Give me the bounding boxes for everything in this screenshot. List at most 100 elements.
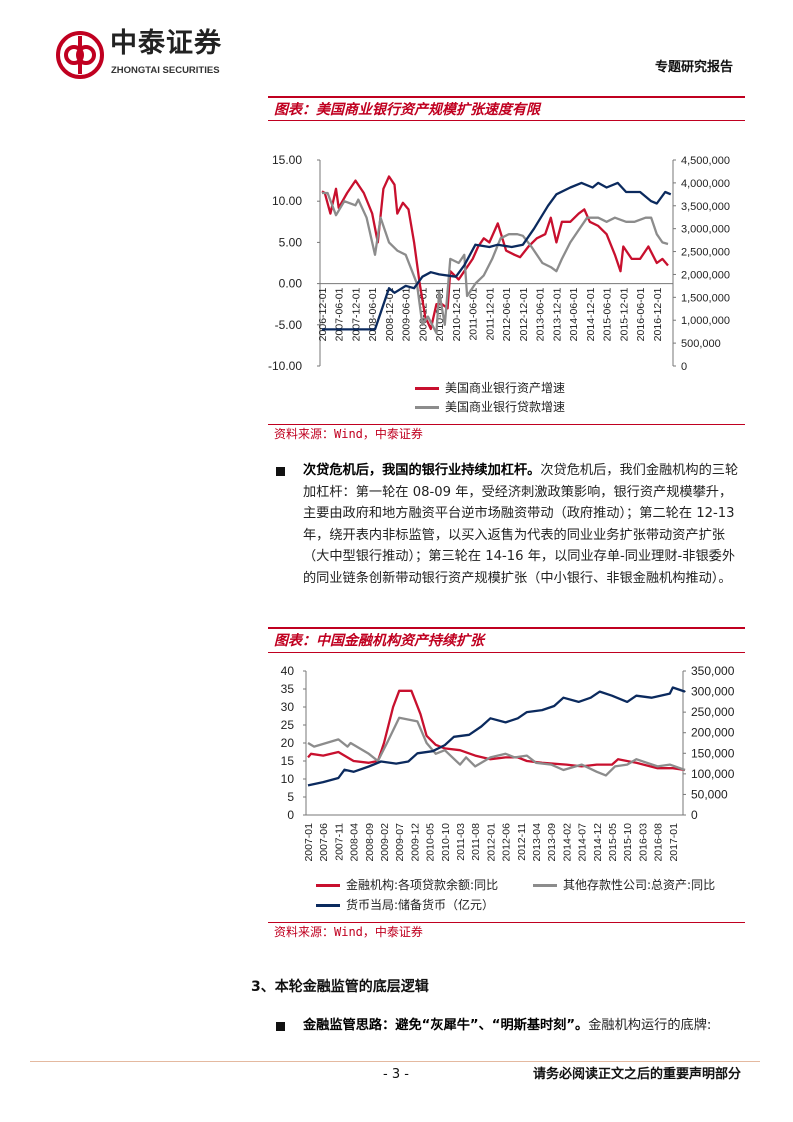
left-tick-label: 35 — [281, 682, 295, 696]
bullet-icon — [276, 467, 285, 476]
legend-item: 美国商业银行资产增速 — [415, 381, 565, 396]
series-line-1 — [322, 191, 669, 335]
left-tick-label: 15 — [281, 754, 295, 768]
left-tick-label: 0.00 — [279, 277, 303, 291]
figure2-title: 图表：中国金融机构资产持续扩张 — [274, 633, 484, 649]
right-tick-label: 3,500,000 — [681, 201, 730, 213]
right-tick-label: 0 — [691, 808, 698, 822]
x-tick-label: 2017-01 — [668, 823, 680, 862]
left-tick-label: -10.00 — [268, 359, 302, 373]
x-tick-label: 2012-06-01 — [501, 287, 513, 341]
right-tick-label: 2,500,000 — [681, 247, 730, 259]
logo-text-cn: 中泰证券 — [110, 28, 222, 59]
x-tick-label: 2012-12-01 — [518, 287, 530, 341]
x-tick-label: 2013-12-01 — [551, 287, 563, 341]
right-tick-label: 200,000 — [691, 726, 735, 740]
legend-swatch — [415, 387, 439, 390]
x-tick-label: 2008-12-01 — [384, 287, 396, 341]
legend-swatch — [415, 406, 439, 409]
x-tick-label: 2010-05 — [425, 823, 437, 862]
legend-item: 货币当局:储备货币（亿元） — [316, 898, 494, 913]
right-tick-label: 150,000 — [691, 746, 735, 760]
x-tick-label: 2011-03 — [455, 823, 467, 861]
x-tick-label: 2014-02 — [561, 823, 573, 862]
right-tick-label: 250,000 — [691, 705, 735, 719]
left-tick-label: 10 — [281, 772, 295, 786]
divider — [268, 424, 745, 425]
right-tick-label: 0 — [681, 361, 687, 373]
x-tick-label: 2007-12-01 — [350, 287, 362, 341]
series-line-2 — [307, 686, 686, 787]
x-tick-label: 2009-07 — [394, 823, 406, 862]
x-tick-label: 2011-06-01 — [468, 287, 480, 340]
x-tick-label: 2009-12 — [409, 823, 421, 862]
legend-label: 美国商业银行贷款增速 — [445, 400, 566, 414]
legend-label: 其他存款性公司:总资产:同比 — [563, 878, 716, 892]
section-heading: 3、本轮金融监管的底层逻辑 — [251, 979, 429, 995]
legend-label: 金融机构:各项贷款余额:同比 — [346, 878, 499, 892]
divider — [268, 96, 745, 98]
x-tick-label: 2014-12 — [592, 823, 604, 862]
x-tick-label: 2007-11 — [333, 823, 345, 861]
x-tick-label: 2008-09 — [364, 823, 376, 862]
logo-text-en: ZHONGTAI SECURITIES — [111, 65, 220, 76]
x-tick-label: 2007-06-01 — [334, 287, 346, 341]
x-tick-label: 2008-04 — [349, 823, 361, 862]
series-line-2 — [322, 181, 672, 331]
right-tick-label: 50,000 — [691, 787, 728, 801]
legend-item: 其他存款性公司:总资产:同比 — [533, 878, 715, 893]
left-tick-label: 30 — [281, 700, 295, 714]
right-tick-label: 1,500,000 — [681, 292, 730, 304]
x-tick-label: 2011-12-01 — [484, 287, 496, 340]
x-tick-label: 2007-01 — [303, 823, 315, 862]
right-tick-label: 100,000 — [691, 767, 735, 781]
x-tick-label: 2009-02 — [379, 823, 391, 862]
x-tick-label: 2015-10 — [622, 823, 634, 862]
figure1-title: 图表：美国商业银行资产规模扩张速度有限 — [274, 102, 540, 118]
series-line-1 — [307, 716, 686, 777]
paragraph-lead: 金融监管思路：避免“灰犀牛”、“明斯基时刻”。 — [303, 1018, 589, 1033]
x-tick-label: 2010-10 — [440, 823, 452, 862]
right-tick-label: 1,000,000 — [681, 315, 730, 327]
legend-label: 货币当局:储备货币（亿元） — [346, 898, 495, 912]
legend-swatch — [316, 904, 340, 907]
x-tick-label: 2015-12-01 — [618, 287, 630, 341]
legend-label: 美国商业银行资产增速 — [445, 381, 566, 395]
divider — [268, 120, 745, 121]
page-number: - 3 - — [383, 1067, 409, 1082]
x-tick-label: 2012-11 — [516, 823, 528, 861]
x-tick-label: 2012-06 — [501, 823, 513, 862]
x-tick-label: 2014-12-01 — [585, 287, 597, 341]
x-tick-label: 2014-06-01 — [568, 287, 580, 341]
legend-swatch — [316, 884, 340, 887]
x-tick-label: 2015-05 — [607, 823, 619, 862]
left-tick-label: 20 — [281, 736, 295, 750]
left-tick-label: 15.00 — [272, 153, 302, 167]
legend-item: 美国商业银行贷款增速 — [415, 400, 565, 415]
paragraph-body: 次贷危机后，我们金融机构的三轮加杠杆：第一轮在 08-09 年，受经济刺激政策影… — [303, 463, 739, 586]
series-line-0 — [307, 689, 686, 772]
right-tick-label: 500,000 — [681, 338, 721, 350]
x-tick-label: 2016-12-01 — [652, 287, 664, 341]
x-tick-label: 2016-03 — [637, 823, 649, 862]
x-tick-label: 2016-08 — [653, 823, 665, 862]
left-tick-label: -5.00 — [275, 318, 303, 332]
bullet-icon — [276, 1022, 285, 1031]
left-tick-label: 25 — [281, 718, 295, 732]
right-tick-label: 2,000,000 — [681, 269, 730, 281]
zhongtai-logo-icon — [56, 31, 104, 79]
legend-item: 金融机构:各项贷款余额:同比 — [316, 878, 498, 893]
right-tick-label: 4,500,000 — [681, 155, 730, 167]
chart-china-financial-assets: 40 35 30 25 20 15 10 5 0 350,000 300,000 250,000 200… — [281, 664, 735, 862]
x-tick-label: 2010-12-01 — [451, 287, 463, 341]
left-tick-label: 0 — [287, 808, 294, 822]
x-tick-label: 2016-06-01 — [635, 287, 647, 341]
footer-divider — [30, 1061, 760, 1062]
left-tick-label: 40 — [281, 664, 295, 678]
right-tick-label: 350,000 — [691, 664, 735, 678]
x-tick-label: 2012-01 — [485, 823, 497, 862]
x-tick-label: 2008-06-01 — [367, 287, 379, 341]
left-tick-label: 10.00 — [272, 194, 302, 208]
paragraph-body: 金融机构运行的底牌: — [588, 1018, 712, 1033]
